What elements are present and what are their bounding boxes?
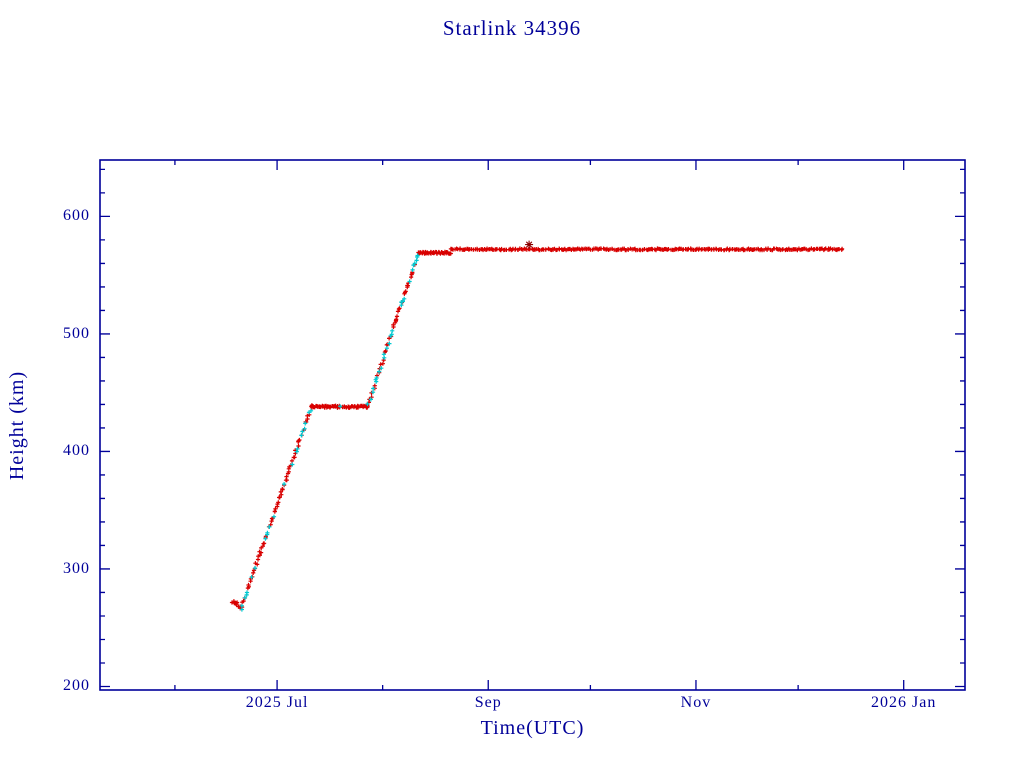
y-tick-label: 500 [63, 324, 90, 342]
outlier-point [525, 240, 534, 249]
y-tick-label: 200 [63, 677, 90, 695]
x-tick-label: 2026 Jan [871, 694, 937, 711]
chart-title: Starlink 34396 [442, 16, 582, 40]
x-tick-label: Nov [680, 694, 712, 711]
y-tick-label: 300 [63, 559, 90, 577]
series-red-points [229, 246, 845, 611]
y-tick-label: 400 [63, 442, 90, 460]
series-cyan-points [239, 253, 420, 612]
y-axis-label-wrap: Height (km) [0, 160, 36, 690]
x-axis-label: Time(UTC) [480, 717, 585, 739]
axis-ticks [100, 160, 965, 690]
plot-frame [99, 159, 966, 691]
x-tick-label: Sep [474, 694, 502, 711]
y-tick-label: 600 [63, 207, 90, 225]
x-tick-label: 2025 Jul [245, 694, 309, 711]
y-axis-label: Height (km) [6, 370, 29, 480]
